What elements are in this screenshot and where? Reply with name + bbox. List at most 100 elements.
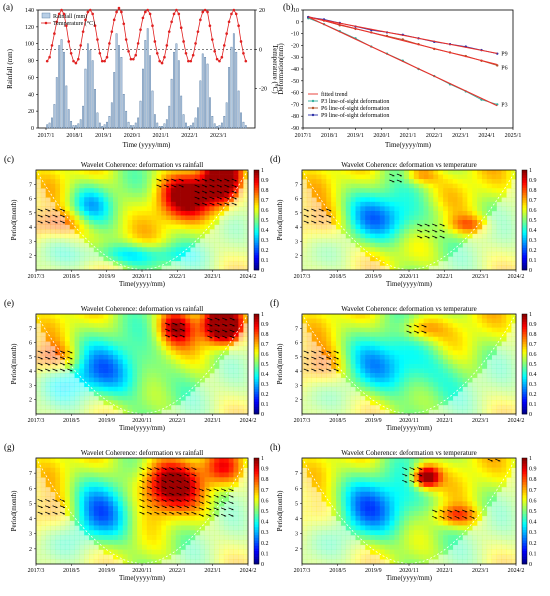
coherence-cell <box>302 247 307 252</box>
coherence-cell <box>200 328 205 333</box>
coherence-cell <box>380 314 385 319</box>
coherence-cell <box>399 382 404 387</box>
coherence-cell <box>147 225 152 230</box>
coherence-cell <box>123 193 128 198</box>
coherence-cell <box>453 337 458 342</box>
coherence-cell <box>234 364 239 369</box>
coherence-cell <box>209 391 214 396</box>
temperature-point <box>170 21 173 24</box>
coherence-cell <box>103 341 108 346</box>
coherence-cell <box>161 359 166 364</box>
coherence-cell <box>365 405 370 410</box>
coherence-cell <box>487 346 492 351</box>
coherence-cell <box>380 391 385 396</box>
coherence-cell <box>128 229 133 234</box>
coherence-cell <box>200 256 205 261</box>
coherence-cell <box>472 332 477 337</box>
coherence-cell <box>307 400 312 405</box>
coherence-cell <box>433 391 438 396</box>
coherence-cell <box>55 373 60 378</box>
coherence-cell <box>341 229 346 234</box>
coherence-cell <box>152 350 157 355</box>
colorbar-segment <box>522 228 527 231</box>
coherence-cell <box>341 359 346 364</box>
coherence-cell <box>409 378 414 383</box>
coherence-cell <box>60 373 65 378</box>
rainfall-bar <box>114 72 115 128</box>
coherence-cell <box>123 197 128 202</box>
coherence-cell <box>103 369 108 374</box>
coherence-cell <box>118 175 123 180</box>
coherence-cell <box>360 332 365 337</box>
coherence-cell <box>79 197 84 202</box>
coherence-cell <box>506 170 511 175</box>
coherence-cell <box>161 350 166 355</box>
coherence-cell <box>89 256 94 261</box>
coherence-cell <box>84 225 89 230</box>
coherence-cell <box>511 364 516 369</box>
coherence-cell <box>123 387 128 392</box>
rainfall-bar <box>164 124 165 128</box>
coherence-cell <box>108 215 113 220</box>
rainfall-bar <box>68 109 69 128</box>
coherence-cell <box>404 387 409 392</box>
coherence-cell <box>375 225 380 230</box>
coherence-cell <box>511 234 516 239</box>
coherence-cell <box>472 355 477 360</box>
coherence-cell <box>36 193 41 198</box>
coherence-cell <box>123 391 128 396</box>
coherence-cell <box>50 477 55 482</box>
coherence-cell <box>113 337 118 342</box>
coherence-cell <box>511 378 516 383</box>
coherence-cell <box>171 170 176 175</box>
temperature-point <box>245 60 248 63</box>
coherence-cell <box>94 202 99 207</box>
coherence-cell <box>511 206 516 211</box>
coherence-cell <box>385 369 390 374</box>
coherence-cell <box>142 382 147 387</box>
coherence-cell <box>409 341 414 346</box>
coherence-cell <box>181 234 186 239</box>
rainfall-bar <box>238 91 239 128</box>
colorbar-segment <box>254 409 259 412</box>
colorbar-segment <box>522 344 527 347</box>
coherence-cell <box>103 355 108 360</box>
coherence-cell <box>137 400 142 405</box>
coherence-cell <box>118 319 123 324</box>
coherence-cell <box>409 206 414 211</box>
coherence-cell <box>89 378 94 383</box>
coherence-cell <box>103 184 108 189</box>
colorbar-segment <box>522 392 527 395</box>
coherence-cell <box>380 215 385 220</box>
temperature-point <box>125 38 128 41</box>
coherence-cell <box>238 193 243 198</box>
coherence-cell <box>185 373 190 378</box>
coherence-cell <box>424 328 429 333</box>
coherence-cell <box>118 382 123 387</box>
coherence-cell <box>404 337 409 342</box>
coherence-cell <box>75 206 80 211</box>
coherence-cell <box>312 252 317 257</box>
coherence-cell <box>448 314 453 319</box>
coherence-cell <box>463 193 468 198</box>
coherence-cell <box>487 396 492 401</box>
coherence-cell <box>190 206 195 211</box>
coherence-cell <box>409 179 414 184</box>
coherence-cell <box>351 252 356 257</box>
coherence-cell <box>307 211 312 216</box>
coherence-cell <box>351 215 356 220</box>
coherence-cell <box>89 359 94 364</box>
colorbar-segment <box>522 260 527 263</box>
coherence-cell <box>46 261 51 266</box>
coherence-cell <box>166 378 171 383</box>
coherence-cell <box>205 373 210 378</box>
coherence-cell <box>448 265 453 270</box>
coherence-cell <box>501 238 506 243</box>
coherence-cell <box>453 238 458 243</box>
coherence-cell <box>419 387 424 392</box>
coherence-cell <box>428 215 433 220</box>
coherence-cell <box>511 247 516 252</box>
coherence-cell <box>453 323 458 328</box>
coherence-cell <box>55 501 60 506</box>
coherence-cell <box>84 256 89 261</box>
